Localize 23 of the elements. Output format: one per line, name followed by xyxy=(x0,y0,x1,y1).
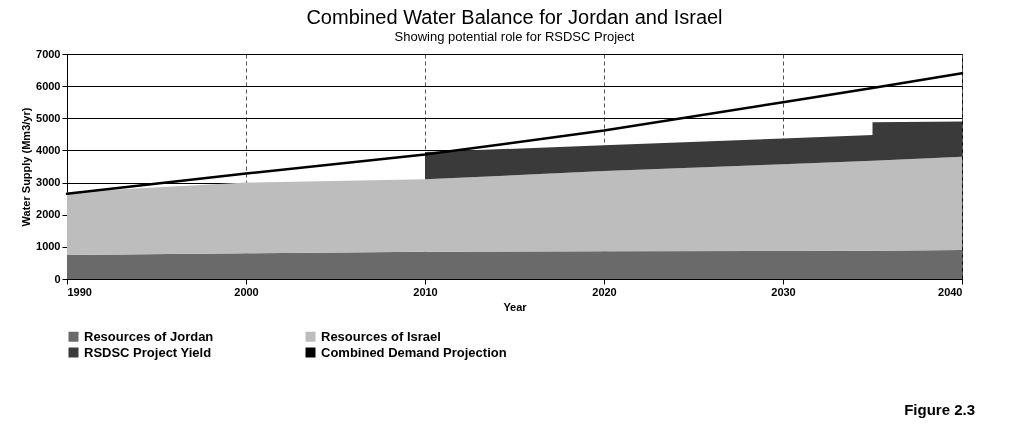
x-tick-label: 2040 xyxy=(938,285,963,298)
chart-title: Combined Water Balance for Jordan and Israel xyxy=(306,6,723,28)
x-axis-title: Year xyxy=(503,300,528,313)
y-tick-label: 0 xyxy=(54,272,61,285)
y-tick-label: 1000 xyxy=(36,240,61,253)
x-tick-label: 2000 xyxy=(234,285,259,298)
legend-label: Resources of Israel xyxy=(321,328,441,344)
x-tick-label: 2010 xyxy=(413,285,438,298)
x-tick-label: 1990 xyxy=(67,285,92,298)
caption: Figure 2.3 xyxy=(904,401,975,418)
y-tick-label: 5000 xyxy=(36,111,61,124)
chart-subtitle: Showing potential role for RSDSC Project xyxy=(394,29,635,44)
y-axis-title: Water Supply (Mm3/yr) xyxy=(20,107,33,227)
x-tick-label: 2020 xyxy=(592,285,617,298)
y-tick-label: 4000 xyxy=(36,143,61,156)
legend-label: RSDSC Project Yield xyxy=(84,344,212,360)
x-tick-label: 2030 xyxy=(771,285,796,298)
y-tick-label: 6000 xyxy=(36,79,61,92)
y-tick-label: 3000 xyxy=(36,176,61,189)
legend-label: Combined Demand Projection xyxy=(321,344,507,360)
y-tick-label: 7000 xyxy=(36,47,61,60)
legend-label: Resources of Jordan xyxy=(84,328,214,344)
y-tick-label: 2000 xyxy=(36,208,61,221)
